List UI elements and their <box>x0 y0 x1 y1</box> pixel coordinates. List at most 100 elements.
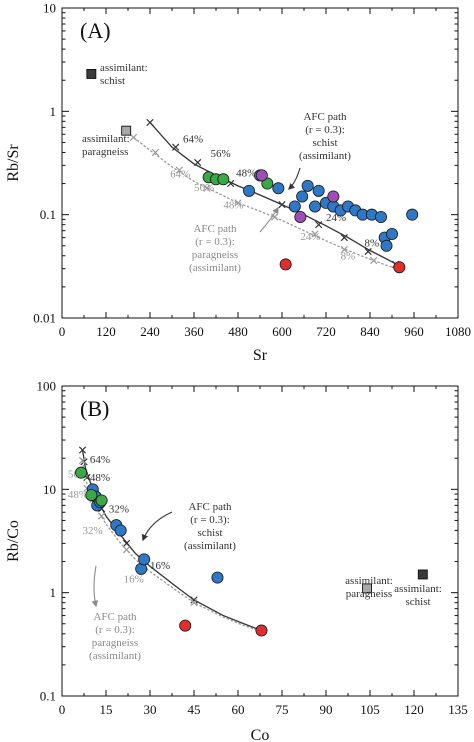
afc-step-marker <box>151 148 160 157</box>
assimilant-paragneiss-label-line: assimilant: <box>345 575 393 587</box>
chart-panel-b: 0 15 30 45 60 75 90 105 120 135 0.1 1 10 100 Co Rb/Co (B… <box>5 379 468 742</box>
afc-step-marker <box>340 245 348 254</box>
afc-paragneiss-label-line: (assimilant) <box>189 262 241 274</box>
afc-step-marker <box>194 158 202 167</box>
x-tick-label: 15 <box>100 702 113 717</box>
afc-paragneiss-label-line: AFC path <box>193 223 237 235</box>
afc-percent-label: 48% <box>90 472 110 484</box>
afc-schist-label-line: (r = 0.3): <box>190 514 230 526</box>
data-point-blue <box>288 200 301 213</box>
afc-step-marker <box>78 446 87 454</box>
afc-schist-label-line: schist <box>197 527 222 539</box>
x-tick-label: 30 <box>144 702 157 717</box>
data-point-red <box>179 619 192 632</box>
afc-step-marker <box>97 512 106 520</box>
y-tick-label: 1 <box>50 585 57 600</box>
data-point-blue <box>385 227 398 240</box>
x-tick-label: 0 <box>59 702 66 717</box>
data-point-blue <box>380 239 393 252</box>
assimilant-marker <box>417 569 428 580</box>
data-point-blue <box>301 179 314 192</box>
afc-step-marker <box>172 143 180 151</box>
y-axis-label: Rb/Sr <box>5 144 22 182</box>
panel-label: (B) <box>80 396 109 421</box>
data-point-red <box>279 258 292 271</box>
afc-percent-label: 64% <box>90 454 110 466</box>
afc-step-marker <box>129 133 138 141</box>
assimilant-paragneiss-label-line: assimilant: <box>82 133 130 145</box>
afc-percent-label: 48% <box>236 167 256 179</box>
x-tick-label: 0 <box>59 324 66 339</box>
afc-paragneiss-label-line: AFC path <box>93 611 137 623</box>
assimilant-marker <box>121 125 132 136</box>
afc-percent-label: 56% <box>194 182 214 194</box>
x-tick-label: 105 <box>360 702 380 717</box>
afc-schist-label-line: (assimilant) <box>299 150 351 162</box>
assimilant-schist-label-line: assimilant: <box>100 62 148 74</box>
afc-schist-label-line: AFC path <box>303 111 347 123</box>
x-axis-label: Co <box>251 727 270 742</box>
afc-step-marker <box>370 256 378 265</box>
chart-panel-a: 0 120 240 360 480 600 720 840 960 1080 0.01 0.1 1 10 S… <box>5 1 471 365</box>
afc-step-marker <box>203 184 211 192</box>
afc-percent-label: 64% <box>170 168 190 180</box>
afc-path-paragneiss <box>133 136 393 268</box>
afc-step-marker <box>234 199 242 207</box>
afc-schist-label-line: schist <box>312 137 337 149</box>
afc-percent-label: 64% <box>183 133 203 145</box>
afc-percent-label: 24% <box>300 231 320 243</box>
afc-percent-label: 32% <box>83 525 103 537</box>
afc-paragneiss-label-line: paragneiss <box>92 637 138 649</box>
afc-paragneiss-label-line: (assimilant) <box>89 650 141 662</box>
annotation-arrow <box>91 565 99 608</box>
data-point-green <box>75 466 88 479</box>
afc-step-marker <box>175 166 183 174</box>
x-tick-label: 45 <box>188 702 201 717</box>
assimilant-schist-label-line: schist <box>405 596 430 608</box>
assimilant-schist-label-line: schist <box>100 75 125 87</box>
assimilant-marker <box>362 583 373 594</box>
y-tick-label: 1 <box>50 104 57 119</box>
data-point-blue <box>114 524 127 537</box>
afc-step-marker <box>364 247 372 256</box>
afc-step-marker <box>146 118 154 127</box>
afc-step-marker <box>311 230 319 238</box>
afc-paragneiss-label-line: (r = 0.3): <box>195 236 235 248</box>
afc-percent-label: 56% <box>211 148 231 160</box>
afc-paragneiss-label-line: paragneiss <box>192 249 238 261</box>
data-point-blue <box>406 208 419 221</box>
afc-percent-label: 8% <box>341 250 356 262</box>
data-point-blue <box>211 571 224 584</box>
x-axis-label: Sr <box>253 347 268 364</box>
assimilant-marker <box>86 69 97 79</box>
data-point-purple <box>294 210 307 223</box>
data-point-purple <box>255 169 268 182</box>
data-point-red <box>255 624 268 637</box>
afc-step-marker <box>340 233 348 242</box>
data-point-green <box>261 177 274 190</box>
afc-percent-label: 8% <box>365 238 380 250</box>
data-point-blue <box>312 184 325 197</box>
x-tick-label: 120 <box>96 324 116 339</box>
x-tick-label: 360 <box>184 324 204 339</box>
data-point-red <box>393 261 406 274</box>
afc-percent-label: 16% <box>124 574 144 586</box>
data-point-blue <box>308 200 321 213</box>
afc-paragneiss-label-line: (r = 0.3): <box>95 624 135 636</box>
data-point-blue <box>296 190 309 203</box>
data-point-blue <box>374 210 387 223</box>
x-tick-label: 600 <box>272 324 292 339</box>
data-point-green <box>217 173 230 186</box>
data-point-blue <box>242 184 255 197</box>
afc-percent-label: 48% <box>223 199 243 211</box>
x-tick-label: 1080 <box>445 324 471 339</box>
y-tick-label: 100 <box>37 379 57 394</box>
afc-step-marker <box>271 213 279 221</box>
afc-percent-label: 32% <box>109 503 129 515</box>
afc-step-marker <box>190 596 198 604</box>
afc-step-marker <box>315 221 323 229</box>
y-tick-label: 10 <box>43 482 56 497</box>
afc-percent-label: 48% <box>68 489 88 501</box>
data-point-green <box>95 494 108 507</box>
annotation-arrow <box>288 167 301 190</box>
